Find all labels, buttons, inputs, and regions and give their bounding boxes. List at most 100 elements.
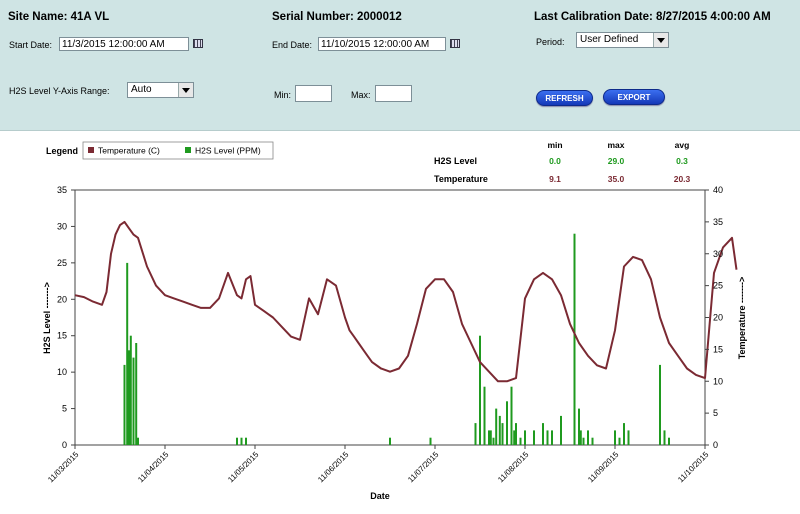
stats-header-avg: avg [675, 140, 690, 150]
h2s-bar [582, 437, 585, 445]
chevron-down-icon [653, 33, 668, 47]
end-date-label: End Date: [272, 40, 313, 50]
x-tick-label: 11/06/2015 [316, 450, 351, 485]
h2s-bar [492, 437, 495, 445]
stats-h2s-max: 29.0 [608, 156, 625, 166]
h2s-bar [135, 343, 138, 445]
stats-h2s-avg: 0.3 [676, 156, 688, 166]
start-date-label: Start Date: [9, 40, 53, 50]
range-label: H2S Level Y-Axis Range: [9, 86, 110, 96]
h2s-bar [429, 437, 432, 445]
stats-temp-min: 9.1 [549, 174, 561, 184]
h2s-bar [560, 415, 562, 445]
x-axis: 11/03/2015 11/04/2015 11/05/2015 11/06/2015… [46, 445, 711, 484]
h2s-bar [510, 386, 513, 445]
y-right-tick-label: 25 [713, 281, 723, 291]
h2s-bar [618, 437, 621, 445]
h2s-bar [236, 437, 238, 445]
stats-header-min: min [547, 140, 562, 150]
y-left-tick-label: 10 [57, 367, 67, 377]
y-right-tick-label: 0 [713, 440, 718, 450]
export-button[interactable]: EXPORT [603, 89, 665, 105]
stats-temp-max: 35.0 [608, 174, 625, 184]
h2s-bar [533, 430, 535, 445]
y-left-tick-label: 25 [57, 258, 67, 268]
end-date-calendar-icon[interactable] [450, 39, 460, 48]
legend-temperature-swatch [88, 147, 94, 153]
h2s-bar [524, 430, 526, 445]
h2s-bar [137, 437, 139, 445]
y-right-tick-label: 20 [713, 313, 723, 323]
h2s-bar [551, 430, 553, 445]
right-axis: 0 5 10 15 20 25 30 35 40 [705, 185, 723, 450]
y-left-tick-label: 30 [57, 221, 67, 231]
h2s-bar [389, 437, 391, 445]
y-left-tick-label: 5 [62, 404, 67, 414]
refresh-button[interactable]: REFRESH [536, 90, 593, 106]
h2s-bar [489, 430, 492, 445]
temperature-series-line [74, 220, 738, 383]
h2s-bar [123, 364, 126, 445]
y-axis-left-label: H2S Level -------> [42, 282, 52, 354]
period-select[interactable]: User Defined [576, 32, 669, 48]
h2s-bar [132, 357, 135, 445]
legend-temperature-label: Temperature (C) [98, 146, 160, 156]
max-input[interactable] [375, 85, 412, 102]
h2s-bar [587, 430, 589, 445]
h2s-bar [579, 430, 582, 445]
chart: Legend Temperature (C) H2S Level (PPM) m… [42, 140, 747, 501]
h2s-bar [495, 408, 498, 445]
h2s-bar [498, 415, 501, 445]
h2s-bar [126, 262, 129, 445]
period-select-value: User Defined [580, 34, 639, 45]
x-tick-label: 11/08/2015 [496, 450, 531, 485]
stats-h2s-min: 0.0 [549, 156, 561, 166]
y-right-tick-label: 30 [713, 249, 723, 259]
last-calibration-date: Last Calibration Date: 8/27/2015 4:00:00… [534, 11, 771, 23]
h2s-bar [623, 423, 625, 445]
max-label: Max: [351, 90, 371, 100]
h2s-bar [591, 437, 594, 445]
h2s-bar [506, 401, 508, 445]
x-axis-label: Date [370, 491, 390, 501]
period-label: Period: [536, 37, 565, 47]
h2s-bar [501, 423, 504, 445]
site-name: Site Name: 41A VL [8, 11, 110, 23]
y-right-tick-label: 40 [713, 185, 723, 195]
h2s-bar [515, 423, 517, 445]
y-left-tick-label: 35 [57, 185, 67, 195]
min-label: Min: [274, 90, 292, 100]
y-right-tick-label: 10 [713, 376, 723, 386]
h2s-bar [479, 335, 481, 445]
y-right-tick-label: 35 [713, 217, 723, 227]
h2s-bar [513, 430, 516, 445]
h2s-bar [542, 423, 544, 445]
x-tick-label: 11/04/2015 [136, 450, 171, 485]
h2s-bar [627, 430, 630, 445]
x-tick-label: 11/10/2015 [676, 450, 711, 485]
stats-row-temp-name: Temperature [434, 174, 488, 184]
start-date-calendar-icon[interactable] [193, 39, 203, 48]
h2s-bar [578, 408, 580, 445]
y-right-tick-label: 5 [713, 408, 718, 418]
y-right-tick-label: 15 [713, 344, 723, 354]
serial-number: Serial Number: 2000012 [272, 11, 402, 23]
chevron-down-icon [178, 83, 193, 97]
h2s-series [123, 233, 670, 445]
h2s-bar [663, 430, 666, 445]
legend-h2s-swatch [185, 147, 191, 153]
stats-temp-avg: 20.3 [674, 174, 691, 184]
min-input[interactable] [295, 85, 332, 102]
y-left-tick-label: 15 [57, 331, 67, 341]
range-select[interactable]: Auto [127, 82, 194, 98]
stats-row-h2s-name: H2S Level [434, 156, 477, 166]
y-left-tick-label: 0 [62, 440, 67, 450]
h2s-bar [668, 437, 670, 445]
legend-box [82, 141, 274, 160]
end-date-input[interactable]: 11/10/2015 12:00:00 AM [318, 37, 446, 51]
x-tick-label: 11/05/2015 [226, 450, 261, 485]
legend-h2s-label: H2S Level (PPM) [195, 146, 261, 156]
start-date-input[interactable]: 11/3/2015 12:00:00 AM [59, 37, 189, 51]
h2s-bar [488, 430, 490, 445]
h2s-bar [240, 437, 243, 445]
